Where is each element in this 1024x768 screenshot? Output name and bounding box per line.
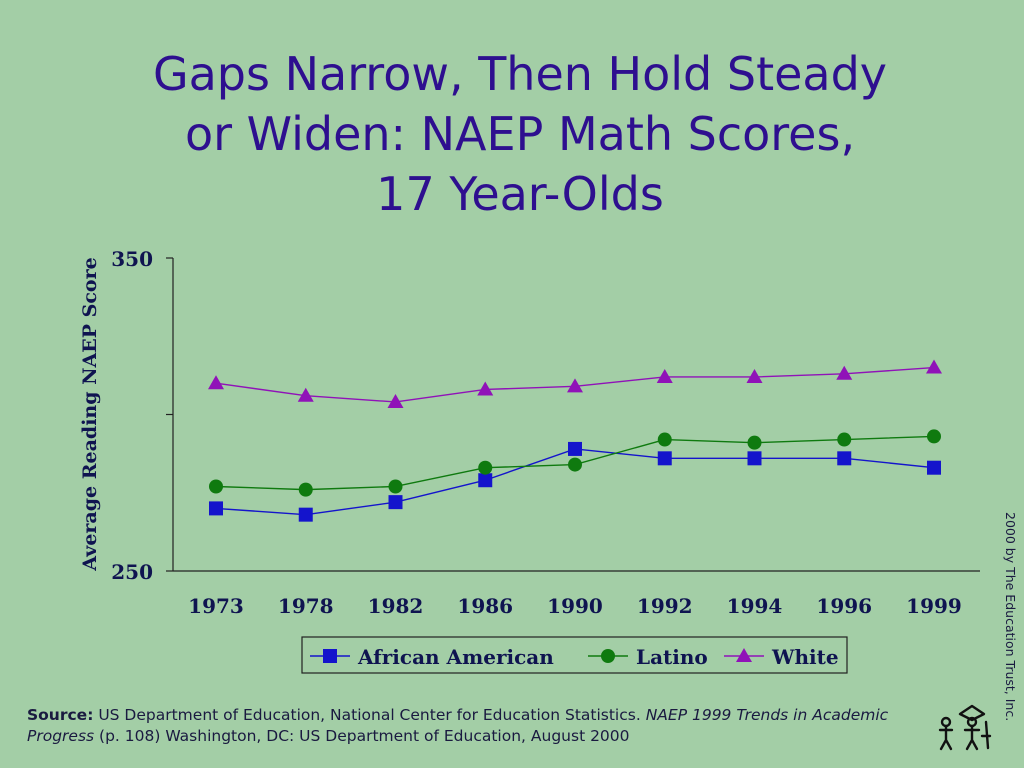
data-point: [747, 451, 762, 466]
x-tick-label: 1990: [547, 594, 603, 618]
data-point: [927, 429, 941, 444]
data-point: [477, 381, 494, 396]
x-tick-label: 1994: [727, 594, 783, 618]
data-point: [209, 501, 223, 516]
x-tick-label: 1973: [188, 594, 244, 618]
x-tick-label: 1992: [637, 594, 693, 618]
data-point: [478, 460, 493, 475]
data-point: [837, 451, 852, 466]
data-point: [297, 387, 314, 402]
data-point: [657, 432, 672, 447]
education-trust-logo: [938, 704, 992, 751]
legend-marker: [601, 649, 615, 663]
source-publication: NAEP 1999 Trends in Academic Progress: [27, 706, 889, 745]
data-point: [926, 359, 942, 374]
legend-marker: [323, 649, 337, 663]
data-point: [208, 375, 224, 390]
x-tick-label: 1999: [906, 594, 962, 618]
data-point: [747, 435, 762, 450]
source-text-2: (p. 108) Washington, DC: US Department o…: [94, 727, 630, 745]
legend-marker: [736, 648, 752, 662]
title-line-2: or Widen: NAEP Math Scores,: [184, 107, 856, 161]
title-line-3: 17 Year-Olds: [376, 167, 664, 221]
legend-box: [301, 636, 848, 674]
x-tick-label: 1978: [278, 594, 334, 618]
data-point: [746, 368, 763, 383]
legend-label: African American: [357, 645, 554, 669]
data-point: [388, 479, 403, 494]
data-point: [209, 479, 223, 494]
data-point: [567, 378, 583, 393]
data-point: [298, 507, 313, 522]
legend-label: White: [771, 645, 839, 669]
source-note: Source: US Department of Education, Nati…: [27, 705, 927, 747]
y-tick-label: 250: [111, 560, 153, 584]
data-point: [836, 365, 853, 380]
data-point: [568, 441, 582, 456]
x-tick-label: 1986: [457, 594, 513, 618]
data-point: [388, 495, 403, 510]
page-title: Gaps Narrow, Then Hold Steady or Widen: …: [60, 44, 980, 224]
source-text-1: US Department of Education, National Cen…: [93, 706, 646, 724]
copyright-notice: 2000 by The Education Trust, Inc.: [1003, 512, 1018, 722]
data-point: [656, 368, 673, 383]
data-point: [927, 460, 941, 475]
y-axis-label: Average Reading NAEP Score: [79, 257, 101, 571]
source-label: Source:: [27, 706, 94, 724]
x-tick-label: 1996: [816, 594, 872, 618]
title-line-1: Gaps Narrow, Then Hold Steady: [152, 47, 888, 101]
data-point: [387, 393, 404, 408]
legend-label: Latino: [636, 645, 708, 669]
data-point: [837, 432, 852, 447]
data-point: [657, 451, 672, 466]
line-chart: 350 250 1973 1978 1982 1986 1990 1992 1994 1996 19…: [79, 247, 980, 674]
data-point: [298, 482, 313, 497]
chart-legend: African American Latino White: [301, 636, 848, 674]
x-tick-label: 1982: [368, 594, 424, 618]
y-tick-label: 350: [111, 247, 153, 271]
data-point: [568, 457, 582, 472]
data-point: [478, 473, 493, 488]
